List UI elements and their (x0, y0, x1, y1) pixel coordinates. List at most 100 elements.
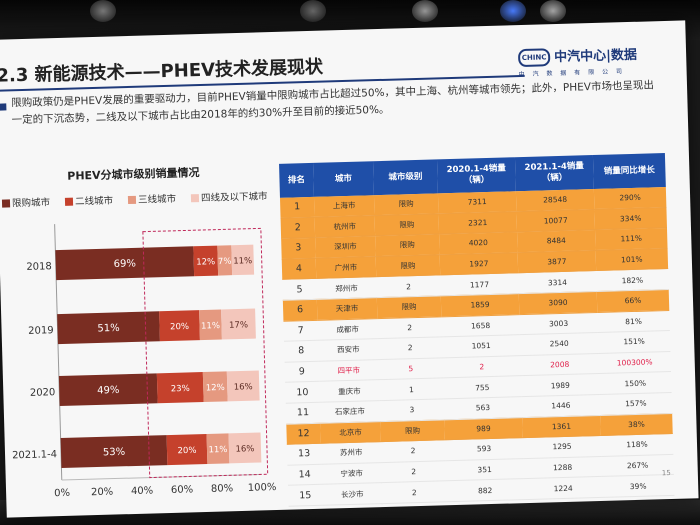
stacked-bar-chart: 0% 20% 40% 60% 80% 100%2018 69% 12% 7% 11%2019 51%… (12, 224, 277, 499)
cell-sales-2021: 3003 (519, 312, 598, 335)
cell-rank: 9 (284, 361, 320, 383)
legend-label: 限购城市 (11, 197, 51, 210)
cell-sales-2021: 1361 (522, 414, 601, 438)
cell-city: 深圳市 (315, 235, 376, 259)
cell-sales-2020: 1658 (441, 314, 520, 338)
header-city: 城市 (313, 161, 374, 197)
cell-growth: 100300% (598, 351, 671, 374)
stage-light (500, 0, 526, 22)
legend-label: 三线城市 (137, 193, 177, 206)
bar-segment (55, 246, 195, 281)
cell-growth: 151% (597, 330, 671, 354)
cell-growth: 39% (601, 474, 675, 498)
cell-rank: 5 (282, 278, 317, 301)
highlight-dashed-box (142, 227, 269, 479)
page-number: 15 (661, 469, 671, 478)
cell-sales-2020: 755 (443, 375, 522, 399)
y-category-label: 2020 (30, 387, 56, 399)
bar-data-label: 16% (235, 444, 254, 455)
cell-sales-2021: 2540 (519, 332, 599, 356)
cell-growth: 334% (594, 207, 667, 230)
cell-sales-2021: 2008 (520, 353, 600, 376)
legend-item: 二线城市 (64, 192, 113, 208)
cell-sales-2021: 28548 (515, 189, 595, 212)
cell-city-level: 2 (377, 316, 442, 339)
bar-segment (58, 373, 158, 407)
cell-sales-2021: 3314 (518, 270, 597, 294)
cell-rank: 8 (283, 340, 319, 363)
cell-sales-2021: 3877 (517, 250, 597, 274)
cell-rank: 4 (281, 258, 317, 280)
legend-item: 四线及以下城市 (190, 188, 268, 205)
legend-label: 四线及以下城市 (200, 191, 268, 205)
cell-city: 重庆市 (319, 379, 380, 403)
header-sales-2020: 2020.1-4销量（辆） (436, 157, 516, 194)
cell-city: 成都市 (317, 318, 378, 341)
y-category-label: 2019 (28, 325, 54, 337)
cell-sales-2021: 1446 (521, 394, 601, 418)
bar-segment (226, 370, 260, 402)
legend-item: 三线城市 (127, 191, 177, 206)
cell-rank: 7 (283, 319, 318, 342)
bar-segment (228, 432, 262, 464)
y-category-label: 2018 (26, 261, 52, 273)
bar-data-label: 12% (196, 257, 215, 268)
cell-rank: 6 (282, 299, 318, 321)
cell-city: 北京市 (320, 421, 381, 444)
cell-city-level: 限购 (380, 419, 445, 442)
cell-sales-2020: 7311 (437, 191, 517, 214)
cell-sales-2020: 2 (442, 355, 522, 379)
legend-item: 限购城市 (1, 194, 51, 210)
cell-sales-2021: 1224 (523, 476, 603, 500)
stage-light (412, 0, 438, 22)
cell-growth: 118% (600, 433, 674, 457)
bar-segment (193, 245, 219, 277)
cell-city: 天津市 (316, 297, 378, 320)
bar-segment (217, 245, 233, 276)
cell-city: 广州市 (315, 256, 377, 279)
logo-mark: CHINC (517, 48, 551, 68)
header-sales-2021: 2021.1-4销量（辆） (514, 155, 594, 192)
legend-swatch (127, 195, 137, 205)
stage-light (300, 0, 326, 22)
cell-growth: 157% (599, 392, 673, 415)
stage-light (540, 0, 566, 22)
cell-city: 上海市 (313, 195, 375, 217)
city-sales-table: 排名 城市 城市级别 2020.1-4销量（辆） 2021.1-4销量（辆） 销… (279, 153, 675, 507)
presentation-slide: 2.3 新能源技术——PHEV技术发展现状 CHINC 中汽中心|数据 中 汽 … (0, 20, 699, 518)
cell-city: 苏州市 (320, 441, 382, 464)
cell-growth: 38% (600, 412, 673, 436)
cell-city-level: 2 (380, 439, 446, 463)
cell-rank: 15 (288, 484, 323, 507)
cell-rank: 13 (286, 443, 322, 465)
cell-rank: 14 (287, 463, 323, 486)
cell-sales-2021: 1288 (523, 456, 602, 479)
bar-data-label: 12% (206, 383, 225, 394)
legend-swatch (190, 194, 200, 203)
bar-data-label: 51% (97, 323, 120, 335)
cell-city-level: 限购 (375, 234, 440, 257)
bar-data-label: 69% (114, 258, 137, 270)
cell-sales-2020: 4020 (439, 231, 518, 255)
cell-sales-2020: 1177 (440, 273, 519, 296)
cell-sales-2020: 563 (443, 396, 523, 420)
cell-city: 长沙市 (322, 482, 383, 506)
cell-sales-2020: 882 (445, 478, 525, 502)
bar-data-label: 11% (233, 256, 252, 267)
cell-city: 四平市 (318, 359, 380, 382)
x-tick-label: 0% (54, 488, 70, 499)
x-tick-label: 80% (211, 483, 234, 495)
logo-subtitle: 中 汽 数 据 有 限 公 司 (518, 68, 626, 79)
cell-city: 石家庄市 (319, 400, 381, 423)
cell-sales-2021: 10077 (516, 209, 596, 232)
bar-segment (199, 309, 222, 341)
bar-segment (166, 433, 208, 466)
cell-city-level: 限购 (376, 295, 442, 319)
bar-segment (60, 435, 168, 469)
cell-city-level: 5 (378, 357, 444, 380)
cell-city: 宁波市 (321, 462, 382, 485)
cell-city-level: 2 (377, 337, 443, 360)
cell-growth: 182% (596, 268, 669, 292)
bar-segment (156, 372, 204, 404)
cell-sales-2021: 1295 (522, 435, 602, 459)
